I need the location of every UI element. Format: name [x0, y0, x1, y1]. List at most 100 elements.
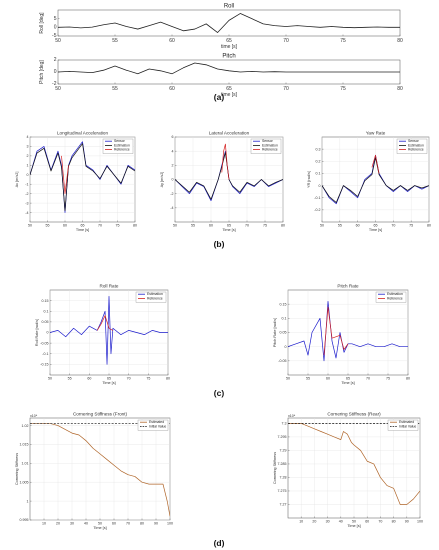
- y-axis-label: Pitch Rate [rad/s]: [273, 318, 277, 347]
- x-tick-label: 80: [166, 377, 170, 381]
- panel-label-c: (c): [214, 388, 225, 398]
- x-tick-label: 60: [63, 224, 67, 228]
- x-tick-label: 50: [98, 522, 102, 526]
- x-tick-label: 70: [127, 377, 131, 381]
- series-line-estimation: [288, 300, 408, 362]
- x-tick-label: 80: [397, 38, 403, 44]
- chart-title: Roll: [224, 4, 234, 10]
- y-tick-label: 7.27: [280, 503, 287, 507]
- y-axis-label: Cornering Stiffness: [273, 452, 277, 484]
- y-tick-label: -0.05: [278, 359, 286, 363]
- x-tick-label: 90: [154, 522, 158, 526]
- x-tick-label: 75: [116, 224, 120, 228]
- x-tick-label: 80: [133, 224, 137, 228]
- legend-entry: Estimation: [408, 143, 424, 147]
- series-line-reference: [96, 315, 114, 331]
- x-tick-label: 75: [146, 377, 150, 381]
- y-tick-label: 0.995: [20, 518, 29, 522]
- y-tick-label: 0.3: [316, 147, 321, 151]
- series-group: [58, 13, 400, 33]
- x-tick-label: 75: [409, 224, 413, 228]
- x-tick-label: 10: [299, 520, 303, 524]
- x-tick-label: 65: [226, 86, 232, 92]
- y-tick-label: -2: [52, 81, 57, 87]
- y-tick-label: 1.02: [22, 424, 29, 428]
- y-tick-label: 3: [27, 145, 29, 149]
- x-tick-label: 70: [283, 38, 289, 44]
- panel-label-a: (a): [214, 92, 225, 102]
- x-axis-label: Time [s]: [93, 526, 106, 530]
- x-tick-label: 75: [386, 377, 390, 381]
- series-group: [30, 141, 135, 213]
- axis-exponent: x10⁴: [30, 414, 38, 418]
- y-tick-label: 0: [54, 69, 57, 75]
- chart-stiffness-rear: 10 20 30 40 50 60 70 80 90 100 7.27 7.275 7.28 7.285 7…: [273, 412, 423, 529]
- x-tick-label: 70: [245, 224, 249, 228]
- x-tick-label: 60: [209, 224, 213, 228]
- chart-title: Lateral Acceleration: [209, 131, 250, 136]
- legend-box: [137, 419, 169, 431]
- x-tick-label: 55: [112, 38, 118, 44]
- x-tick-label: 55: [112, 86, 118, 92]
- x-tick-label: 70: [391, 224, 395, 228]
- y-tick-label: -3: [25, 201, 28, 205]
- legend-entry: Estimation: [114, 143, 130, 147]
- legend-box: [375, 291, 407, 303]
- x-tick-label: 60: [169, 86, 175, 92]
- y-tick-label: 0: [172, 178, 174, 182]
- chart-title: Yaw Rate: [366, 131, 386, 136]
- y-tick-label: -1: [25, 182, 28, 186]
- x-tick-label: 65: [226, 38, 232, 44]
- y-tick-label: 2: [172, 164, 174, 168]
- x-tick-label: 30: [326, 520, 330, 524]
- x-tick-label: 75: [340, 38, 346, 44]
- y-tick-label: -0.15: [40, 363, 48, 367]
- legend-entry: Reference: [408, 148, 424, 152]
- series-line-estimation: [322, 157, 429, 203]
- x-axis-label: Time [s]: [341, 381, 354, 385]
- legend-box: [135, 291, 167, 303]
- y-axis-label: Ay [m/s2]: [160, 172, 164, 188]
- x-tick-label: 60: [112, 522, 116, 526]
- x-tick-label: 50: [173, 224, 177, 228]
- y-tick-label: 7.295: [278, 435, 287, 439]
- series-line-reference: [221, 143, 230, 180]
- series-line-estimation: [50, 296, 168, 365]
- x-axis-label: time [s]: [221, 44, 238, 50]
- legend-box: [387, 419, 419, 431]
- y-tick-label: 7.29: [280, 449, 287, 453]
- x-axis-label: Time [s]: [102, 381, 115, 385]
- y-tick-label: 0: [27, 173, 29, 177]
- x-tick-label: 65: [227, 224, 231, 228]
- x-tick-label: 80: [281, 224, 285, 228]
- y-tick-label: 0.1: [316, 172, 321, 176]
- y-tick-label: 1.01: [22, 462, 29, 466]
- chart-title: Cornering Stiffness (Front): [73, 412, 128, 417]
- y-tick-label: 1: [27, 499, 29, 503]
- chart-lat-accel: 50 55 60 65 70 75 80 -4 -2 0 2 4 6 Lateral Accelerati…: [160, 131, 285, 233]
- chart-long-accel: 50 55 60 65 70 75 80 -4 -3 -2 -1 0 1 2 3 4 Longitudinal …: [15, 131, 137, 233]
- panel-label-b: (b): [214, 239, 225, 249]
- y-tick-label: -0.2: [314, 208, 320, 212]
- y-tick-label: -2: [170, 192, 173, 196]
- y-tick-label: -5: [52, 33, 57, 39]
- x-tick-label: 80: [397, 86, 403, 92]
- x-tick-label: 50: [28, 224, 32, 228]
- legend-entry: Reference: [114, 148, 130, 152]
- y-tick-label: 1: [27, 164, 29, 168]
- x-tick-label: 100: [167, 522, 173, 526]
- x-tick-label: 80: [140, 522, 144, 526]
- legend-entry: Initial Value: [399, 424, 416, 428]
- x-tick-label: 20: [312, 520, 316, 524]
- y-axis-label: YR [rad/s]: [307, 171, 311, 188]
- x-tick-label: 75: [263, 224, 267, 228]
- y-tick-label: 0.1: [44, 309, 49, 313]
- y-axis-label: Roll Rate [rad/s]: [35, 319, 39, 346]
- legend-entry: Initial Value: [149, 424, 166, 428]
- y-tick-label: -4: [170, 206, 173, 210]
- chart-pitch-rate: 50 55 60 65 70 75 80 -0.05 0 0.05 0.1 0.15 Pitch Rat…: [273, 284, 410, 386]
